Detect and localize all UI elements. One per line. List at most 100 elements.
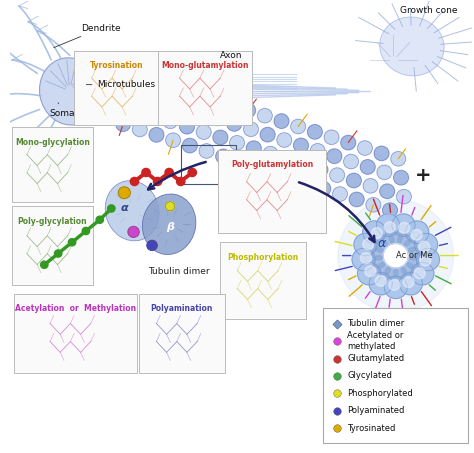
Circle shape [293, 138, 309, 153]
Circle shape [411, 262, 434, 285]
Circle shape [344, 154, 358, 169]
Text: Soma: Soma [49, 103, 74, 118]
Point [333, 390, 340, 397]
Circle shape [346, 173, 361, 188]
Text: α: α [120, 202, 128, 212]
Circle shape [241, 103, 255, 117]
Circle shape [113, 98, 128, 112]
Text: Acetylated or
methylated: Acetylated or methylated [347, 332, 403, 351]
Circle shape [363, 178, 378, 193]
Point [333, 372, 340, 380]
Text: Phosphorylation: Phosphorylation [227, 253, 299, 262]
Circle shape [360, 160, 375, 174]
Circle shape [232, 154, 247, 169]
Circle shape [338, 199, 454, 312]
Circle shape [227, 117, 242, 131]
Text: Growth cone: Growth cone [401, 5, 458, 14]
Circle shape [310, 144, 325, 158]
Text: Poly-glutamylation: Poly-glutamylation [231, 160, 313, 169]
Circle shape [246, 141, 261, 155]
Circle shape [406, 255, 419, 268]
Circle shape [366, 198, 381, 212]
Circle shape [404, 240, 417, 252]
Circle shape [296, 157, 311, 172]
Circle shape [373, 255, 385, 268]
Circle shape [157, 76, 172, 91]
Circle shape [394, 170, 409, 185]
Circle shape [257, 109, 272, 123]
Circle shape [144, 90, 158, 104]
Circle shape [419, 241, 430, 252]
Circle shape [357, 141, 372, 155]
Circle shape [149, 128, 164, 142]
Circle shape [313, 163, 328, 177]
Text: Polyamination: Polyamination [151, 304, 213, 313]
Circle shape [96, 216, 103, 223]
FancyBboxPatch shape [139, 294, 225, 373]
Circle shape [177, 101, 191, 115]
Text: Glutamylated: Glutamylated [347, 354, 404, 363]
Circle shape [399, 272, 422, 295]
Circle shape [392, 214, 415, 236]
Circle shape [381, 234, 394, 247]
Circle shape [68, 239, 76, 246]
Circle shape [371, 228, 383, 238]
Circle shape [129, 103, 145, 118]
Text: Glycylated: Glycylated [347, 371, 392, 381]
Circle shape [263, 146, 278, 161]
Circle shape [128, 226, 139, 237]
Circle shape [377, 262, 391, 275]
Circle shape [375, 275, 386, 286]
Circle shape [416, 248, 439, 271]
Circle shape [283, 171, 297, 185]
Circle shape [403, 277, 414, 288]
Circle shape [396, 189, 411, 204]
Text: Mono-glutamylation: Mono-glutamylation [161, 61, 249, 70]
Text: β: β [166, 222, 174, 232]
Circle shape [401, 262, 414, 275]
FancyBboxPatch shape [323, 308, 468, 443]
Text: Tyrosinated: Tyrosinated [347, 424, 396, 433]
Circle shape [165, 202, 175, 211]
Circle shape [374, 146, 389, 161]
Circle shape [363, 221, 386, 243]
Circle shape [166, 133, 181, 147]
Circle shape [188, 169, 196, 177]
Circle shape [316, 182, 331, 196]
Point [333, 355, 340, 362]
Circle shape [176, 178, 185, 186]
Text: Mono-glycylation: Mono-glycylation [15, 138, 90, 147]
Circle shape [324, 130, 339, 145]
Ellipse shape [380, 17, 444, 76]
Text: Phosphorylated: Phosphorylated [347, 389, 413, 398]
Circle shape [374, 240, 388, 252]
Circle shape [352, 248, 375, 271]
Circle shape [230, 135, 245, 150]
Text: Tubulin dimer: Tubulin dimer [347, 319, 404, 328]
Circle shape [333, 187, 347, 201]
Circle shape [383, 203, 397, 217]
Circle shape [141, 71, 155, 85]
Circle shape [244, 122, 258, 136]
Circle shape [363, 239, 374, 250]
Circle shape [116, 117, 130, 131]
FancyBboxPatch shape [14, 294, 137, 373]
Circle shape [330, 168, 345, 182]
Circle shape [411, 229, 422, 240]
Circle shape [277, 133, 292, 147]
Circle shape [196, 125, 211, 139]
Circle shape [174, 82, 189, 96]
Circle shape [82, 227, 90, 235]
Circle shape [182, 139, 197, 153]
Circle shape [249, 160, 264, 174]
Circle shape [165, 169, 173, 177]
Circle shape [127, 84, 142, 99]
Text: α: α [378, 237, 386, 250]
Text: Axon: Axon [220, 51, 243, 60]
Point [333, 320, 340, 328]
Circle shape [360, 253, 372, 263]
Circle shape [372, 247, 384, 260]
Circle shape [224, 98, 239, 112]
FancyBboxPatch shape [74, 51, 160, 125]
Circle shape [383, 244, 408, 268]
